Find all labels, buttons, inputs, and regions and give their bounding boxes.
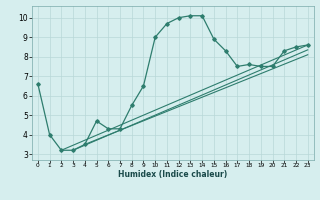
X-axis label: Humidex (Indice chaleur): Humidex (Indice chaleur) [118,170,228,179]
